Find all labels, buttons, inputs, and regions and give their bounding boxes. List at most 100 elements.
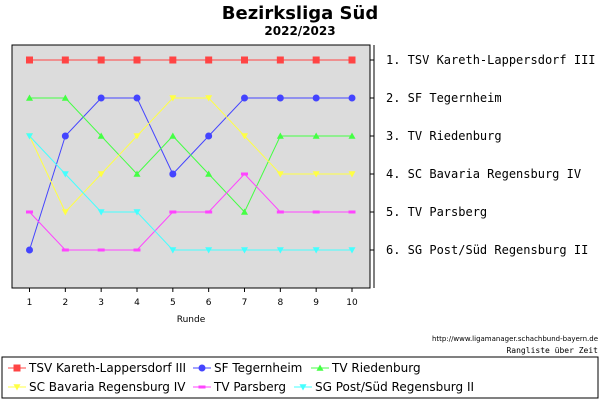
data-point bbox=[133, 209, 141, 216]
series-line bbox=[29, 97, 352, 213]
data-point bbox=[241, 133, 248, 140]
data-point bbox=[97, 132, 105, 139]
data-point bbox=[169, 56, 177, 64]
x-tick-label: 2 bbox=[62, 298, 68, 308]
data-point bbox=[348, 94, 356, 102]
data-point bbox=[26, 56, 33, 64]
source-url: http://www.ligamanager.schachbund-bayern… bbox=[432, 335, 598, 343]
rank-label: 4. SC Bavaria Regensburg IV bbox=[386, 167, 581, 181]
data-point bbox=[97, 171, 105, 178]
data-point bbox=[276, 247, 284, 254]
legend-label: TSV Kareth-Lappersdorf III bbox=[28, 361, 186, 375]
data-point bbox=[133, 133, 141, 140]
x-axis: 1 2 3 4 5 6 7 8 9 10 bbox=[27, 288, 358, 308]
final-ranking: 1. TSV Kareth-Lappersdorf III 2. SF Teger… bbox=[386, 53, 596, 257]
data-point bbox=[241, 208, 248, 215]
data-point bbox=[97, 209, 105, 216]
data-point bbox=[133, 94, 141, 102]
chart-caption: Rangliste über Zeit bbox=[506, 346, 598, 355]
data-point bbox=[241, 94, 248, 102]
data-point bbox=[26, 246, 33, 254]
x-tick-label: 7 bbox=[242, 298, 248, 308]
legend-marker bbox=[198, 364, 206, 372]
data-point bbox=[169, 95, 177, 102]
data-point bbox=[169, 132, 177, 139]
data-point bbox=[312, 132, 320, 139]
data-point bbox=[241, 56, 248, 64]
data-point bbox=[312, 210, 320, 214]
chart-subtitle: 2022/2023 bbox=[264, 24, 335, 38]
data-point bbox=[348, 132, 356, 139]
data-point bbox=[61, 56, 69, 64]
data-point bbox=[61, 171, 69, 178]
data-point bbox=[276, 56, 284, 64]
x-tick-label: 9 bbox=[313, 298, 319, 308]
data-point bbox=[205, 132, 213, 140]
data-point bbox=[169, 210, 177, 214]
series-line bbox=[29, 135, 352, 251]
data-point bbox=[26, 210, 33, 214]
x-tick-label: 10 bbox=[346, 298, 358, 308]
data-point bbox=[348, 56, 356, 64]
x-tick-label: 6 bbox=[206, 298, 212, 308]
data-point bbox=[348, 247, 356, 254]
data-point bbox=[276, 171, 284, 178]
legend-label: SG Post/Süd Regensburg II bbox=[315, 380, 474, 394]
data-point bbox=[61, 209, 69, 216]
data-point bbox=[61, 132, 69, 140]
data-point bbox=[312, 171, 320, 178]
data-point bbox=[241, 172, 248, 176]
legend-label: TV Riedenburg bbox=[331, 361, 421, 375]
legend-marker bbox=[299, 384, 307, 391]
data-point bbox=[276, 94, 284, 102]
data-point bbox=[133, 56, 141, 64]
legend-label: SF Tegernheim bbox=[214, 361, 302, 375]
x-tick-label: 4 bbox=[134, 298, 140, 308]
data-point bbox=[61, 248, 69, 252]
data-point bbox=[312, 94, 320, 102]
series-lines bbox=[29, 59, 352, 251]
x-tick-label: 8 bbox=[277, 298, 283, 308]
x-tick-label: 1 bbox=[27, 298, 33, 308]
data-point bbox=[205, 95, 213, 102]
data-point bbox=[133, 248, 141, 252]
legend-label: SC Bavaria Regensburg IV bbox=[29, 380, 186, 394]
rank-label: 1. TSV Kareth-Lappersdorf III bbox=[386, 53, 596, 67]
data-point bbox=[312, 247, 320, 254]
rank-label: 6. SG Post/Süd Regensburg II bbox=[386, 243, 588, 257]
x-tick-label: 3 bbox=[98, 298, 104, 308]
series-markers bbox=[26, 56, 356, 254]
legend-marker bbox=[198, 385, 206, 389]
data-point bbox=[169, 170, 177, 178]
x-axis-label: Runde bbox=[177, 315, 206, 325]
legend: TSV Kareth-Lappersdorf III SF Tegernheim T… bbox=[8, 361, 474, 394]
x-tick-label: 5 bbox=[170, 298, 176, 308]
data-point bbox=[276, 132, 284, 139]
rank-label: 5. TV Parsberg bbox=[386, 205, 487, 219]
data-point bbox=[205, 210, 213, 214]
legend-marker bbox=[13, 364, 21, 372]
rank-label: 3. TV Riedenburg bbox=[386, 129, 502, 143]
data-point bbox=[205, 170, 213, 177]
data-point bbox=[205, 56, 213, 64]
series-line bbox=[29, 173, 352, 251]
data-point bbox=[276, 210, 284, 214]
data-point bbox=[348, 171, 356, 178]
legend-marker bbox=[13, 384, 21, 391]
data-point bbox=[61, 94, 69, 101]
data-point bbox=[26, 133, 33, 140]
data-point bbox=[312, 56, 320, 64]
data-point bbox=[26, 94, 33, 101]
data-point bbox=[348, 210, 356, 214]
data-point bbox=[97, 56, 105, 64]
data-point bbox=[241, 247, 248, 254]
data-point bbox=[169, 247, 177, 254]
rank-ticks bbox=[370, 59, 374, 251]
legend-box bbox=[1, 356, 599, 399]
data-point bbox=[205, 247, 213, 254]
plot-area bbox=[11, 44, 371, 289]
legend-marker bbox=[316, 364, 324, 371]
rank-label: 2. SF Tegernheim bbox=[386, 91, 502, 105]
data-point bbox=[97, 248, 105, 252]
